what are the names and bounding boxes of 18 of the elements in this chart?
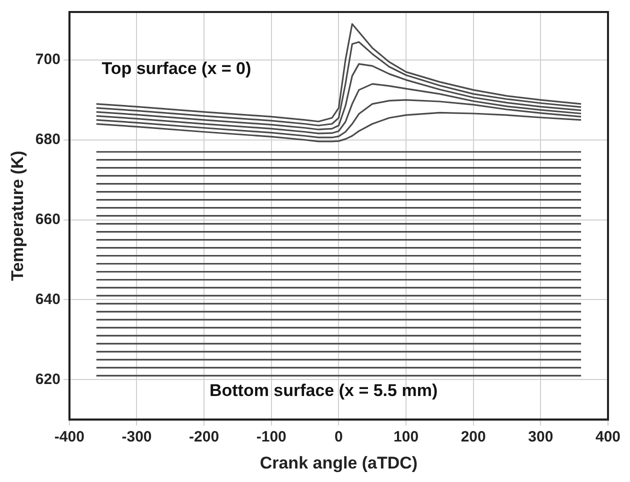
x-tick-label: 0: [334, 428, 343, 446]
y-axis-title: Temperature (K): [8, 150, 27, 281]
y-tick-label: 640: [35, 290, 60, 308]
x-tick-label: 400: [595, 428, 621, 446]
y-tick-label: 660: [35, 210, 60, 228]
x-tick-label: 100: [394, 428, 419, 446]
x-tick-label: -400: [54, 428, 84, 446]
x-tick-label: 300: [528, 428, 554, 446]
x-tick-label: -200: [189, 428, 220, 446]
annotation: Bottom surface (x = 5.5 mm): [209, 380, 438, 400]
y-tick-label: 700: [35, 51, 60, 68]
y-tick-label: 620: [35, 370, 60, 388]
x-tick-label: -100: [256, 428, 286, 446]
x-tick-label: 200: [460, 428, 486, 446]
y-tick-label: 680: [35, 131, 60, 148]
annotation: Top surface (x = 0): [102, 58, 252, 78]
x-tick-label: -300: [122, 428, 152, 446]
x-axis-title: Crank angle (aTDC): [260, 453, 418, 472]
